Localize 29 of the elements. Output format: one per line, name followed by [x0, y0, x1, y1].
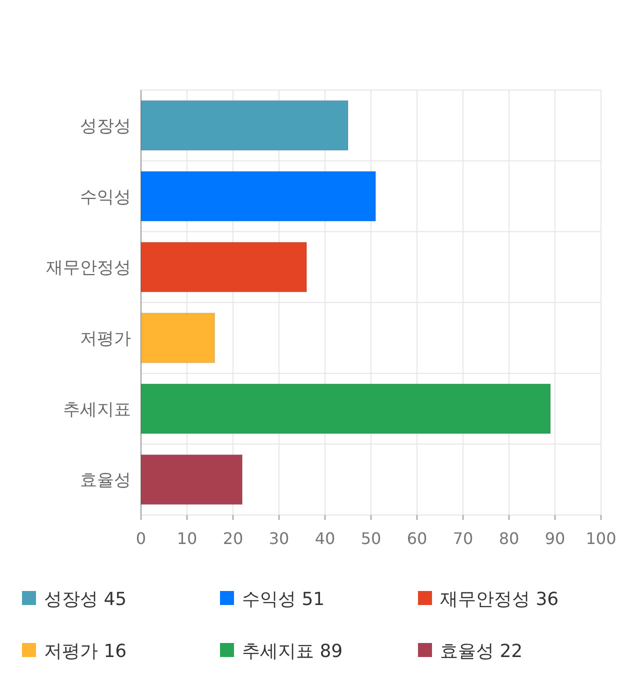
x-tick-label: 10 [176, 529, 198, 548]
y-tick-label: 저평가 [80, 328, 131, 349]
y-tick-label: 재무안정성 [46, 258, 131, 278]
legend-label: 성장성 45 [44, 589, 127, 610]
legend-label: 효율성 22 [440, 641, 523, 662]
x-tick-label: 80 [498, 529, 520, 548]
legend-item: 효율성 22 [418, 641, 523, 662]
y-tick-label: 수익성 [80, 187, 131, 208]
x-tick-label: 100 [586, 529, 616, 548]
legend-label: 수익성 51 [242, 589, 325, 610]
x-tick-label: 50 [360, 529, 382, 548]
legend-item: 저평가 16 [22, 641, 127, 662]
legend-label: 저평가 16 [44, 641, 127, 662]
legend-item: 재무안정성 36 [418, 589, 559, 610]
legend-label: 재무안정성 36 [440, 589, 559, 610]
y-tick-label: 성장성 [80, 116, 131, 136]
x-tick-label: 40 [314, 529, 336, 548]
legend-label: 추세지표 89 [242, 641, 343, 662]
x-tick-label: 20 [222, 529, 244, 548]
y-tick-label: 추세지표 [63, 400, 131, 420]
legend-item: 수익성 51 [220, 589, 325, 610]
x-tick-label: 90 [544, 529, 566, 548]
y-tick-label: 효율성 [80, 470, 131, 491]
x-tick-label: 30 [268, 529, 290, 548]
x-tick-label: 60 [406, 529, 428, 548]
x-tick-label: 70 [452, 529, 474, 548]
legend-item: 성장성 45 [22, 589, 127, 610]
legend-item: 추세지표 89 [220, 641, 343, 662]
x-tick-label: 0 [136, 529, 146, 548]
